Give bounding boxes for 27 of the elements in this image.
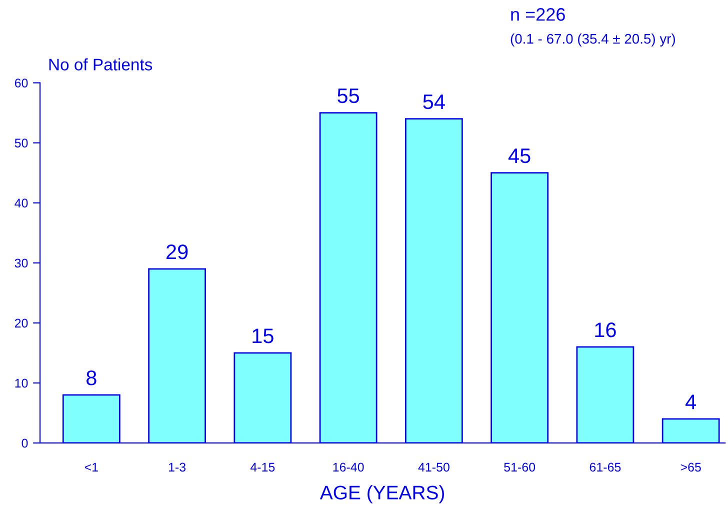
data-label: 29 [166,244,188,260]
x-tick-label: 61-65 [590,462,621,472]
x-tick-label: 16-40 [333,462,364,472]
data-label: 54 [423,94,445,110]
x-tick-label: <1 [84,462,98,472]
data-label: 15 [252,328,274,344]
y-tick-label: 0 [22,438,28,448]
y-tick-label: 20 [14,318,28,328]
y-tick-label: 10 [15,378,28,388]
data-label: 45 [508,148,530,164]
data-label: 8 [86,370,96,386]
x-tick-label: 4-15 [250,462,275,472]
data-label: 55 [338,88,360,104]
y-tick-label: 60 [14,78,28,88]
y-axis-title: No of Patients [49,58,152,70]
x-axis-title: AGE (YEARS) [320,485,444,504]
x-tick-label: 41-50 [418,462,450,472]
y-tick-label: 30 [14,258,28,268]
x-tick-label: 1-3 [168,462,186,472]
text: n =226 [511,8,565,21]
text: (0.1 - 67.0 (35.4 ± 20.5) yr) [510,34,676,46]
data-label: 4 [686,394,696,410]
x-tick-label: >65 [680,462,701,472]
y-tick-label: 50 [14,138,28,148]
data-label: 16 [595,322,616,338]
y-tick-label: 40 [14,198,28,208]
x-tick-label: 51-60 [504,462,536,472]
